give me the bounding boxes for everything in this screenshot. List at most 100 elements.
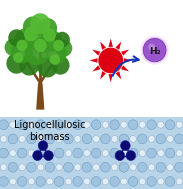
- Circle shape: [65, 121, 72, 128]
- Circle shape: [158, 178, 164, 185]
- Circle shape: [84, 178, 90, 185]
- Circle shape: [13, 52, 23, 63]
- Circle shape: [74, 136, 81, 142]
- Circle shape: [121, 150, 127, 156]
- Circle shape: [30, 13, 50, 34]
- Circle shape: [37, 136, 44, 142]
- Circle shape: [167, 136, 173, 142]
- Circle shape: [50, 54, 60, 65]
- Circle shape: [47, 150, 53, 156]
- Circle shape: [158, 150, 164, 156]
- Polygon shape: [115, 42, 121, 50]
- Circle shape: [148, 136, 155, 142]
- Circle shape: [93, 164, 99, 171]
- Circle shape: [73, 120, 82, 130]
- Circle shape: [0, 148, 8, 158]
- Circle shape: [130, 136, 136, 142]
- Circle shape: [28, 150, 35, 156]
- Circle shape: [64, 162, 73, 172]
- Circle shape: [138, 162, 147, 172]
- Circle shape: [73, 148, 82, 158]
- Circle shape: [147, 177, 156, 186]
- Circle shape: [54, 177, 64, 186]
- Circle shape: [143, 38, 166, 62]
- Circle shape: [82, 162, 92, 172]
- Circle shape: [73, 177, 82, 186]
- Circle shape: [115, 151, 125, 160]
- Circle shape: [156, 134, 166, 144]
- Circle shape: [102, 121, 109, 128]
- Polygon shape: [36, 83, 44, 110]
- Circle shape: [110, 177, 119, 186]
- Polygon shape: [100, 42, 106, 50]
- Circle shape: [121, 141, 130, 151]
- Circle shape: [54, 148, 64, 158]
- Circle shape: [28, 178, 35, 185]
- Circle shape: [111, 136, 118, 142]
- Circle shape: [53, 40, 64, 51]
- Circle shape: [56, 40, 72, 57]
- Circle shape: [16, 40, 27, 51]
- Circle shape: [64, 134, 73, 144]
- Circle shape: [38, 141, 48, 151]
- Circle shape: [121, 178, 127, 185]
- Polygon shape: [100, 71, 106, 79]
- Circle shape: [8, 134, 18, 144]
- Circle shape: [82, 134, 92, 144]
- Circle shape: [110, 120, 119, 130]
- Circle shape: [24, 27, 38, 41]
- Circle shape: [126, 151, 136, 160]
- Circle shape: [176, 121, 183, 128]
- Circle shape: [19, 164, 25, 171]
- Circle shape: [11, 41, 33, 63]
- Circle shape: [140, 36, 169, 65]
- Circle shape: [91, 177, 101, 186]
- Circle shape: [28, 121, 35, 128]
- Polygon shape: [92, 50, 100, 56]
- Circle shape: [119, 162, 129, 172]
- Circle shape: [17, 148, 27, 158]
- Polygon shape: [121, 65, 129, 71]
- Circle shape: [33, 151, 42, 160]
- Circle shape: [84, 121, 90, 128]
- Circle shape: [55, 32, 70, 48]
- Circle shape: [47, 178, 53, 185]
- Polygon shape: [92, 65, 100, 71]
- Circle shape: [8, 29, 25, 46]
- Circle shape: [54, 120, 64, 130]
- Circle shape: [84, 150, 90, 156]
- Circle shape: [148, 44, 155, 51]
- Circle shape: [139, 150, 146, 156]
- Circle shape: [165, 177, 175, 186]
- Circle shape: [5, 39, 21, 56]
- Circle shape: [45, 162, 55, 172]
- Circle shape: [10, 150, 16, 156]
- Circle shape: [65, 178, 72, 185]
- Circle shape: [36, 120, 45, 130]
- Circle shape: [44, 151, 53, 160]
- Circle shape: [110, 148, 119, 158]
- Circle shape: [165, 148, 175, 158]
- Circle shape: [51, 56, 70, 75]
- Circle shape: [138, 134, 147, 144]
- Circle shape: [0, 164, 7, 171]
- Circle shape: [148, 164, 155, 171]
- Circle shape: [93, 136, 99, 142]
- Circle shape: [128, 177, 138, 186]
- Circle shape: [156, 162, 166, 172]
- Circle shape: [19, 55, 39, 76]
- Circle shape: [101, 162, 110, 172]
- Circle shape: [10, 178, 16, 185]
- Polygon shape: [109, 39, 113, 47]
- Circle shape: [38, 57, 58, 77]
- FancyArrowPatch shape: [113, 56, 139, 76]
- Circle shape: [56, 164, 62, 171]
- Polygon shape: [115, 71, 121, 79]
- Circle shape: [45, 134, 55, 144]
- Circle shape: [38, 18, 57, 38]
- Circle shape: [0, 120, 8, 130]
- Circle shape: [10, 121, 16, 128]
- Circle shape: [102, 150, 109, 156]
- Circle shape: [158, 121, 164, 128]
- Circle shape: [23, 16, 43, 37]
